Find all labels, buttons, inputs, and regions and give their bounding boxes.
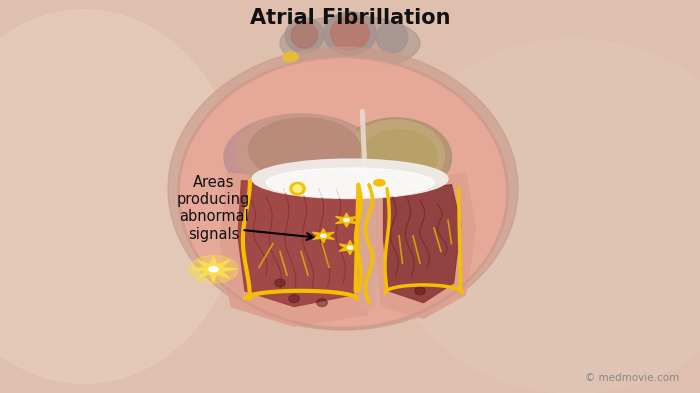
Polygon shape: [191, 257, 236, 282]
Ellipse shape: [224, 114, 378, 200]
Polygon shape: [220, 173, 374, 326]
Circle shape: [321, 234, 326, 237]
Ellipse shape: [234, 114, 368, 189]
Ellipse shape: [316, 299, 328, 307]
Ellipse shape: [414, 287, 426, 295]
Polygon shape: [335, 213, 358, 227]
Ellipse shape: [168, 47, 518, 330]
Ellipse shape: [286, 18, 323, 53]
Ellipse shape: [291, 22, 318, 48]
Ellipse shape: [266, 168, 434, 197]
Ellipse shape: [377, 22, 408, 53]
Circle shape: [344, 219, 349, 222]
Polygon shape: [312, 229, 335, 243]
Polygon shape: [360, 110, 368, 189]
Ellipse shape: [280, 16, 420, 71]
Ellipse shape: [323, 12, 377, 55]
Circle shape: [209, 266, 218, 272]
Ellipse shape: [274, 279, 286, 287]
Ellipse shape: [290, 182, 305, 195]
Ellipse shape: [178, 57, 508, 328]
Polygon shape: [360, 181, 374, 307]
Ellipse shape: [360, 130, 438, 185]
Ellipse shape: [189, 255, 238, 283]
Ellipse shape: [283, 52, 298, 62]
Circle shape: [374, 180, 385, 186]
Ellipse shape: [248, 118, 360, 181]
Polygon shape: [374, 173, 476, 318]
Circle shape: [347, 246, 353, 249]
Polygon shape: [339, 241, 361, 255]
Ellipse shape: [252, 159, 448, 198]
Polygon shape: [238, 181, 358, 307]
Ellipse shape: [330, 17, 370, 50]
Ellipse shape: [293, 185, 302, 192]
Ellipse shape: [288, 295, 300, 303]
Text: Atrial Fibrillation: Atrial Fibrillation: [250, 8, 450, 28]
Ellipse shape: [382, 39, 700, 393]
Ellipse shape: [340, 118, 452, 196]
Ellipse shape: [346, 120, 444, 191]
Text: © medmovie.com: © medmovie.com: [584, 373, 679, 383]
Ellipse shape: [0, 10, 241, 383]
Text: Areas
producing
abnormal
signals: Areas producing abnormal signals: [177, 175, 250, 242]
Polygon shape: [384, 185, 461, 303]
